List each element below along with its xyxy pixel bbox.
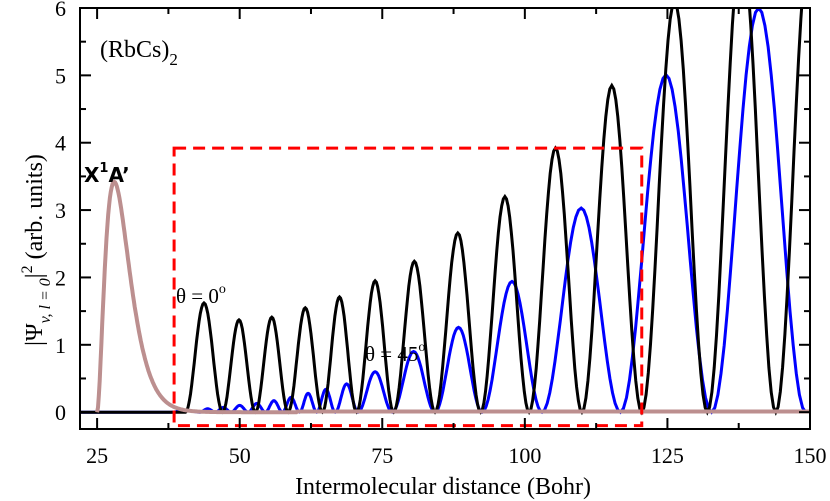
molecule-label-main: (RbCs) xyxy=(100,37,169,63)
ground-state-label-sup: 1 xyxy=(99,161,108,176)
x-tick-label: 75 xyxy=(371,443,393,468)
x-tick-label: 150 xyxy=(794,443,827,468)
x-axis-ticks: 25 50 75 100 125 150 xyxy=(86,8,827,468)
y-label-prefix: |Ψ xyxy=(22,323,48,346)
ground-state-label-rest: A’ xyxy=(108,163,129,187)
x-tick-label: 100 xyxy=(508,443,541,468)
ground-state-label: X1A’ xyxy=(84,161,130,187)
y-label-power: 2 xyxy=(19,265,36,273)
theta-0-label-sup: o xyxy=(219,282,226,297)
y-tick-label: 4 xyxy=(55,131,66,156)
y-axis-ticks: 0 1 2 3 4 5 6 xyxy=(55,0,810,425)
molecule-label: (RbCs)2 xyxy=(100,37,178,69)
y-tick-label: 2 xyxy=(55,265,66,290)
theta-45-label: θ = 45o xyxy=(365,340,425,366)
theta-45-label-main: θ = 45 xyxy=(365,342,418,366)
y-tick-label: 3 xyxy=(55,198,66,223)
theta-0-label-main: θ = 0 xyxy=(176,284,219,308)
x-tick-label: 50 xyxy=(229,443,251,468)
highlight-box xyxy=(172,146,644,428)
theta-45-label-sup: o xyxy=(418,340,425,355)
y-tick-label: 0 xyxy=(55,400,66,425)
plot-frame xyxy=(79,7,811,430)
svg-text:|Ψv, l = 0|2 (arb. units): |Ψv, l = 0|2 (arb. units) xyxy=(19,154,54,346)
y-label-subscript: v, l = 0 xyxy=(37,278,54,323)
ground-state-label-main: X xyxy=(84,163,100,187)
y-label-suffix: | xyxy=(22,273,48,278)
molecule-label-sub: 2 xyxy=(169,50,178,69)
series-theta-0-line xyxy=(80,8,804,416)
y-tick-label: 6 xyxy=(55,0,66,21)
series-ground-state-line xyxy=(95,179,810,415)
y-axis-title: |Ψv, l = 0|2 (arb. units) xyxy=(19,154,54,346)
y-tick-label: 5 xyxy=(55,63,66,88)
x-axis-title: Intermolecular distance (Bohr) xyxy=(295,474,591,500)
x-tick-label: 25 xyxy=(86,443,108,468)
x-tick-label: 125 xyxy=(651,443,684,468)
y-label-units: (arb. units) xyxy=(22,154,48,265)
plot-area xyxy=(79,7,811,430)
y-tick-label: 1 xyxy=(55,333,66,358)
theta-0-label: θ = 0o xyxy=(176,282,226,308)
